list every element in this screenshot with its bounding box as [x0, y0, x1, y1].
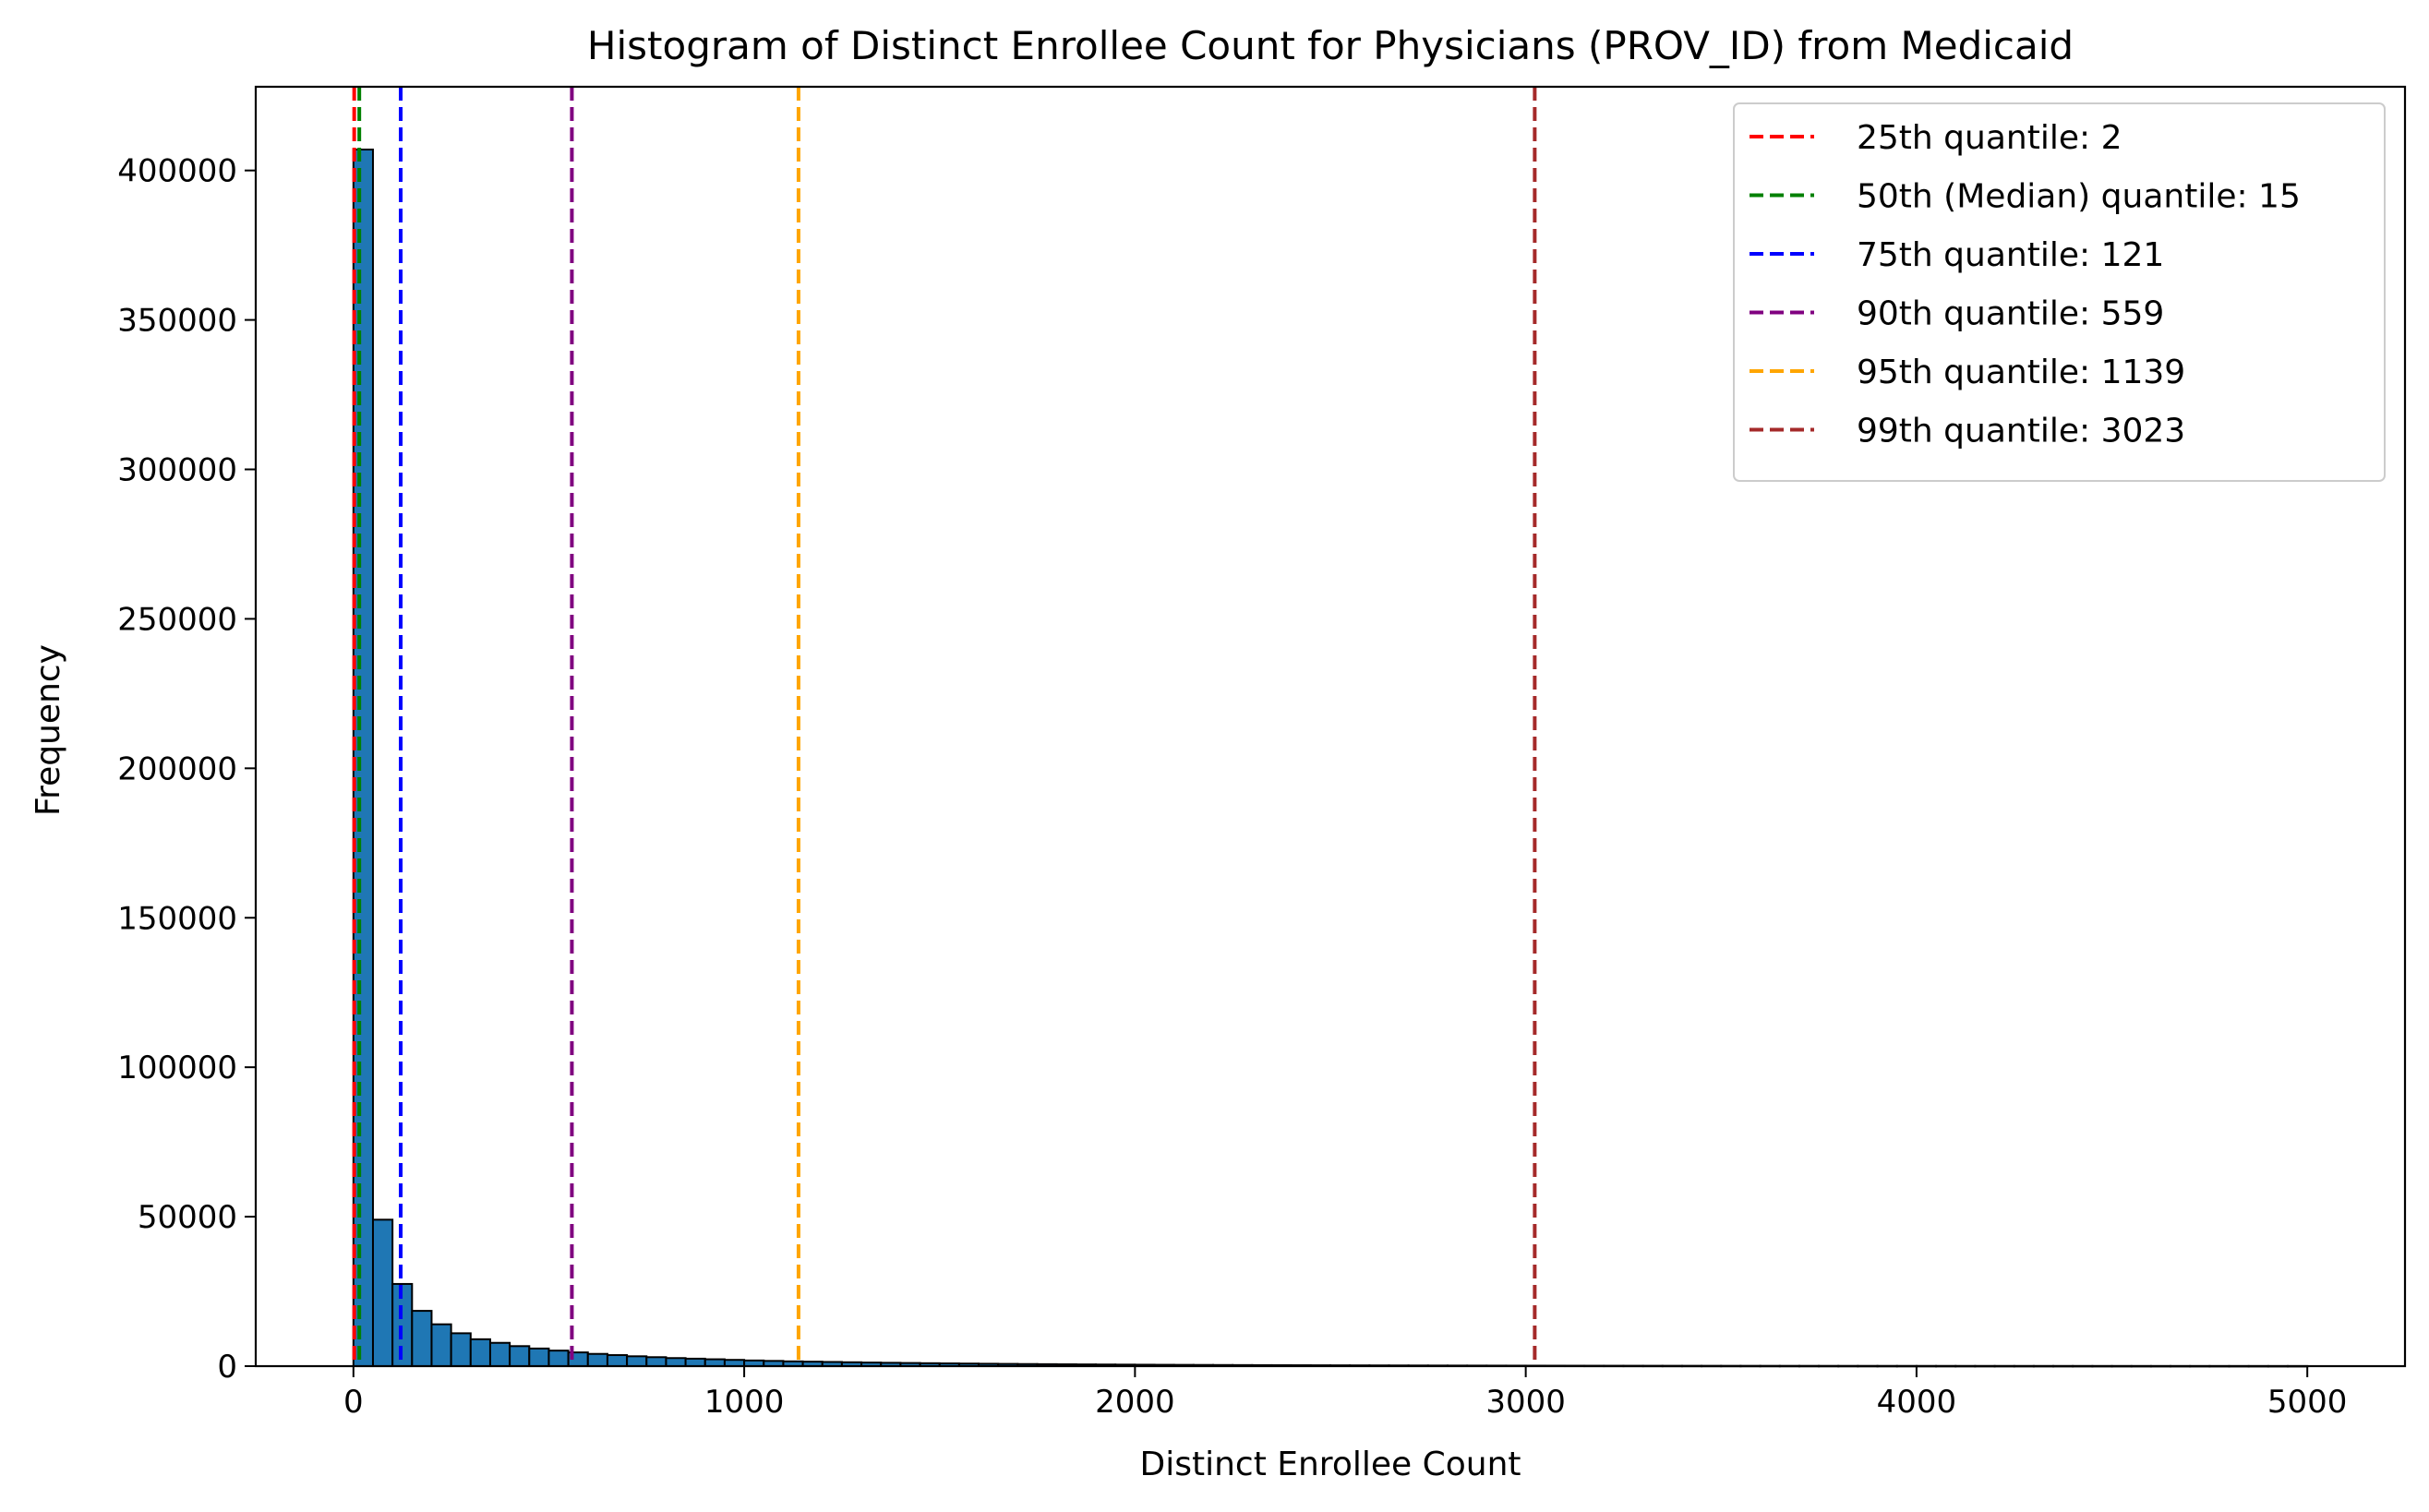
axes — [254, 85, 2407, 1368]
x-tick-label: 5000 — [2267, 1384, 2348, 1421]
histogram-bar — [528, 1347, 550, 1367]
y-tick-label: 300000 — [117, 452, 237, 489]
histogram-bar — [626, 1355, 648, 1368]
histogram-bar — [684, 1357, 706, 1367]
legend: 25th quantile: 2 50th (Median) quantile: … — [1733, 102, 2386, 482]
y-tick-label: 350000 — [117, 303, 237, 340]
x-tick-label: 4000 — [1877, 1384, 1957, 1421]
histogram-bar — [352, 149, 374, 1368]
chart-title: Histogram of Distinct Enrollee Count for… — [587, 23, 2074, 68]
x-tick-label: 3000 — [1485, 1384, 1566, 1421]
y-tick-label: 150000 — [117, 900, 237, 937]
histogram-bar — [509, 1345, 531, 1367]
x-tick-label: 2000 — [1095, 1384, 1175, 1421]
y-tick-label: 400000 — [117, 153, 237, 190]
y-tick-label: 50000 — [138, 1199, 237, 1236]
histogram-bar — [411, 1310, 433, 1367]
histogram-bar — [645, 1356, 667, 1367]
y-tick-label: 200000 — [117, 750, 237, 787]
histogram-bar — [371, 1218, 394, 1367]
x-axis-label: Distinct Enrollee Count — [1139, 1446, 1521, 1483]
legend-entry: 90th quantile: 559 — [1857, 295, 2164, 333]
y-tick-label: 250000 — [117, 601, 237, 638]
plot-frame — [254, 85, 2407, 1368]
histogram-bar — [430, 1323, 452, 1368]
histogram-bar — [586, 1352, 608, 1368]
y-axis-label: Frequency — [30, 644, 67, 816]
legend-box — [1733, 102, 2386, 482]
legend-entry: 95th quantile: 1139 — [1857, 354, 2185, 391]
quantile-lines — [352, 87, 1537, 1366]
axis-ticks: 0 1000 2000 3000 4000 50000500001000001500002… — [117, 153, 2347, 1421]
histogram-bar — [665, 1357, 687, 1368]
y-tick-label: 0 — [217, 1349, 237, 1386]
x-tick-label: 1000 — [704, 1384, 785, 1421]
histogram-bar — [488, 1341, 511, 1367]
y-tick-label: 100000 — [117, 1050, 237, 1086]
histogram-bar — [606, 1354, 629, 1367]
histogram-bar — [547, 1350, 570, 1368]
x-tick-label: 0 — [343, 1384, 364, 1421]
legend-entry: 75th quantile: 121 — [1857, 236, 2164, 274]
histogram-bar — [469, 1338, 491, 1367]
histogram-bar — [703, 1358, 726, 1368]
legend-entry: 99th quantile: 3023 — [1857, 413, 2185, 450]
histogram-bar — [450, 1332, 472, 1368]
legend-entry: 25th quantile: 2 — [1857, 119, 2122, 157]
legend-entry: 50th (Median) quantile: 15 — [1857, 178, 2301, 216]
